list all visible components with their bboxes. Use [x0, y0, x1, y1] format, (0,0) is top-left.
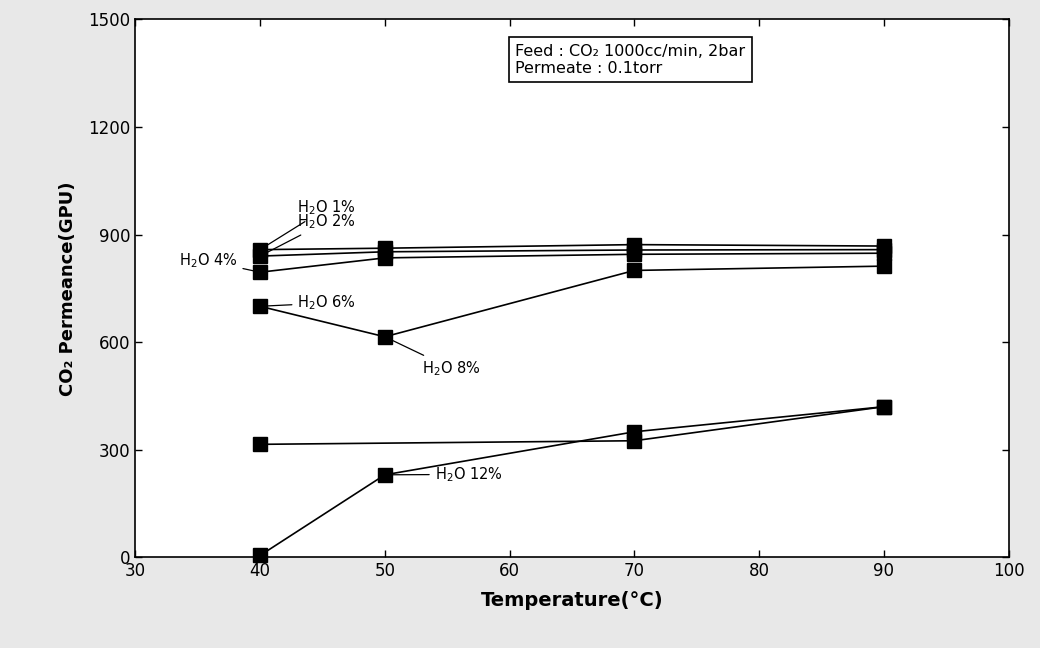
Text: H$_2$O 2%: H$_2$O 2% [262, 213, 356, 255]
Text: H$_2$O 8%: H$_2$O 8% [387, 338, 480, 378]
Text: H$_2$O 1%: H$_2$O 1% [262, 199, 356, 248]
Text: H$_2$O 12%: H$_2$O 12% [388, 465, 502, 484]
Y-axis label: CO₂ Permeance(GPU): CO₂ Permeance(GPU) [59, 181, 77, 396]
X-axis label: Temperature(°C): Temperature(°C) [480, 591, 664, 610]
Text: Feed : CO₂ 1000cc/min, 2bar
Permeate : 0.1torr: Feed : CO₂ 1000cc/min, 2bar Permeate : 0… [515, 43, 746, 76]
Text: H$_2$O 4%: H$_2$O 4% [179, 251, 257, 272]
Text: H$_2$O 6%: H$_2$O 6% [263, 294, 356, 312]
